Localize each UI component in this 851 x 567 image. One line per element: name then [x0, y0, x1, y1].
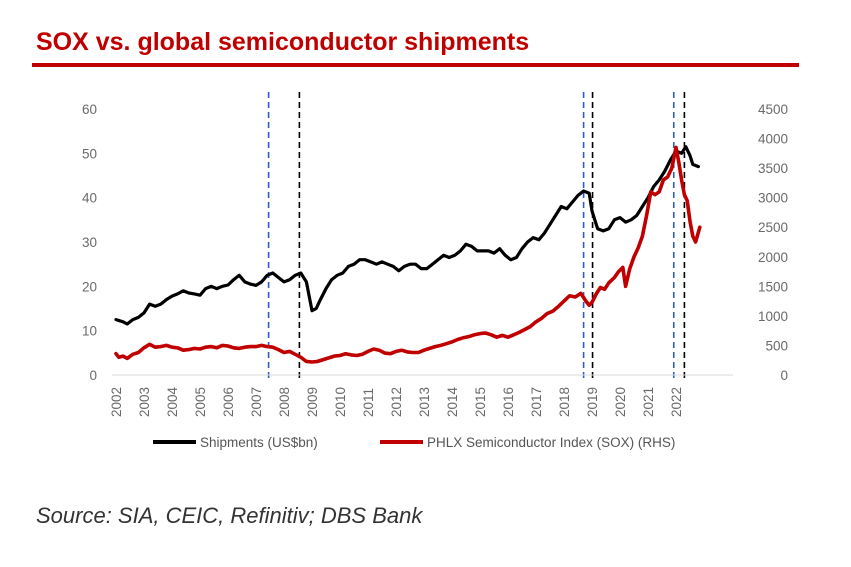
x-tick-2005: 2005: [193, 387, 208, 417]
chart-area: 0 10 20 30 40 50 60 0 500 1000 1500 2000 2500 3000 35…: [82, 92, 788, 450]
title-underline: [32, 63, 799, 67]
y-right-tick-2500: 2500: [758, 220, 788, 235]
chart-title: SOX vs. global semiconductor shipments: [36, 28, 530, 56]
x-tick-2013: 2013: [417, 387, 432, 417]
y-left-tick-30: 30: [82, 235, 97, 250]
x-tick-2017: 2017: [529, 387, 544, 417]
legend-label-sox: PHLX Semiconductor Index (SOX) (RHS): [427, 435, 675, 450]
x-axis-ticks: 2002 2003 2004 2005 2006 2007 2008 2009 2010 2011…: [109, 386, 684, 417]
x-tick-2010: 2010: [333, 387, 348, 417]
x-tick-2021: 2021: [641, 387, 656, 417]
series-line-shipments: [114, 145, 700, 326]
y-right-tick-1500: 1500: [758, 279, 788, 294]
y-right-tick-2000: 2000: [758, 250, 788, 265]
x-tick-2016: 2016: [501, 387, 516, 417]
legend: Shipments (US$bn) PHLX Semiconductor Ind…: [153, 435, 675, 450]
y-left-tick-50: 50: [82, 146, 97, 161]
x-tick-2011: 2011: [361, 388, 376, 417]
y-right-tick-3500: 3500: [758, 161, 788, 176]
x-tick-2015: 2015: [473, 387, 488, 417]
series-line-sox: [114, 145, 702, 364]
x-tick-2004: 2004: [165, 386, 180, 417]
vertical-markers: [267, 92, 686, 378]
x-tick-2020: 2020: [613, 387, 628, 417]
x-tick-2022: 2022: [669, 387, 684, 417]
y-right-tick-4000: 4000: [758, 132, 788, 147]
y-left-tick-10: 10: [82, 324, 97, 339]
x-tick-2014: 2014: [445, 386, 460, 417]
y-right-tick-1000: 1000: [758, 309, 788, 324]
y-left-tick-20: 20: [82, 279, 97, 294]
legend-label-shipments: Shipments (US$bn): [200, 435, 318, 450]
x-tick-2006: 2006: [221, 387, 236, 417]
x-tick-2008: 2008: [277, 387, 292, 417]
x-tick-2003: 2003: [137, 387, 152, 417]
left-axis-ticks: 0 10 20 30 40 50 60: [82, 102, 97, 383]
x-tick-2009: 2009: [305, 387, 320, 417]
series-lines: [114, 145, 702, 364]
y-left-tick-40: 40: [82, 191, 97, 206]
x-tick-2018: 2018: [557, 387, 572, 417]
right-axis-ticks: 0 500 1000 1500 2000 2500 3000 3500 4000 4500: [758, 102, 788, 383]
y-right-tick-3000: 3000: [758, 191, 788, 206]
source-note: Source: SIA, CEIC, Refinitiv; DBS Bank: [36, 503, 423, 528]
y-right-tick-500: 500: [765, 338, 788, 353]
x-tick-2012: 2012: [389, 387, 404, 417]
y-right-tick-0: 0: [780, 368, 788, 383]
y-left-tick-60: 60: [82, 102, 97, 117]
x-tick-2002: 2002: [109, 387, 124, 417]
x-tick-2007: 2007: [249, 387, 264, 417]
x-tick-2019: 2019: [585, 387, 600, 417]
y-left-tick-0: 0: [89, 368, 97, 383]
y-right-tick-4500: 4500: [758, 102, 788, 117]
